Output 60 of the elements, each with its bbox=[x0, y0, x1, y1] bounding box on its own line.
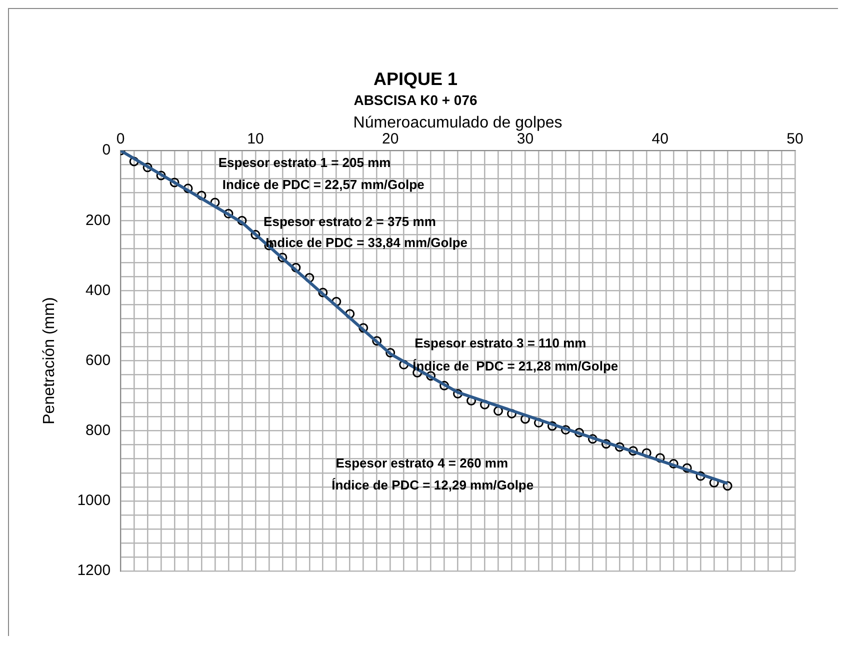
point bbox=[250, 230, 260, 240]
point bbox=[426, 371, 436, 381]
point bbox=[655, 453, 665, 463]
x-tick-label: 0 bbox=[116, 130, 125, 148]
point bbox=[278, 252, 288, 262]
point bbox=[156, 170, 166, 180]
point bbox=[183, 184, 193, 194]
y-tick-label: 200 bbox=[86, 212, 111, 229]
point bbox=[196, 190, 206, 200]
point bbox=[682, 463, 692, 473]
point bbox=[318, 288, 328, 298]
point bbox=[291, 262, 301, 272]
point bbox=[628, 446, 638, 456]
x-tick-label: 40 bbox=[652, 130, 668, 148]
point bbox=[574, 428, 584, 438]
point bbox=[453, 388, 463, 398]
annotation: Espesor estrato 1 = 205 mm bbox=[218, 155, 391, 170]
point bbox=[170, 178, 180, 188]
y-tick-label: 400 bbox=[86, 282, 111, 299]
point bbox=[494, 406, 503, 416]
annotation: Índice de PDC = 12,29 mm/Golpe bbox=[332, 478, 534, 493]
point bbox=[588, 434, 598, 444]
y-axis-title: Penetración (mm) bbox=[41, 297, 58, 424]
point bbox=[386, 348, 396, 358]
point bbox=[129, 156, 139, 166]
y-tick-label: 0 bbox=[102, 142, 111, 159]
annotation: Indice de PDC = 33,84 mm/Golpe bbox=[266, 235, 468, 250]
point bbox=[372, 336, 382, 346]
annotation: Espesor estrato 3 = 110 mm bbox=[414, 336, 586, 351]
point bbox=[547, 421, 557, 431]
y-tick-label: 600 bbox=[86, 352, 111, 369]
y-tick-label: 1000 bbox=[77, 492, 111, 510]
point bbox=[224, 208, 234, 218]
point bbox=[399, 360, 409, 370]
chart-title: APIQUE 1 bbox=[373, 68, 458, 89]
point bbox=[614, 442, 624, 452]
point bbox=[480, 400, 490, 410]
x-tick-label: 50 bbox=[786, 130, 804, 148]
annotation: Indice de PDC = 22,57 mm/Golpe bbox=[222, 177, 424, 192]
y-tick-label: 800 bbox=[86, 422, 111, 440]
point bbox=[358, 323, 368, 333]
annotation: Espesor estrato 4 = 260 mm bbox=[336, 455, 508, 470]
point bbox=[534, 418, 544, 428]
point bbox=[601, 439, 611, 449]
point bbox=[668, 459, 678, 469]
x-tick-label: 20 bbox=[382, 130, 399, 148]
point bbox=[440, 380, 450, 390]
point bbox=[642, 448, 652, 458]
point bbox=[722, 481, 732, 491]
point bbox=[142, 162, 152, 172]
y-tick-label: 1200 bbox=[77, 562, 111, 580]
point bbox=[237, 216, 247, 226]
point bbox=[696, 471, 706, 481]
chart-subtitle: ABSCISA K0 + 076 bbox=[354, 92, 478, 108]
x-tick-label: 10 bbox=[247, 130, 264, 148]
x-axis-title: Númeroacumulado de golpes bbox=[353, 114, 562, 132]
point bbox=[560, 425, 570, 435]
annotation: Índice de PDC = 21,28 mm/Golpe bbox=[412, 358, 618, 374]
x-tick-label: 30 bbox=[516, 130, 534, 148]
annotation: Espesor estrato 2 = 375 mm bbox=[264, 214, 436, 230]
